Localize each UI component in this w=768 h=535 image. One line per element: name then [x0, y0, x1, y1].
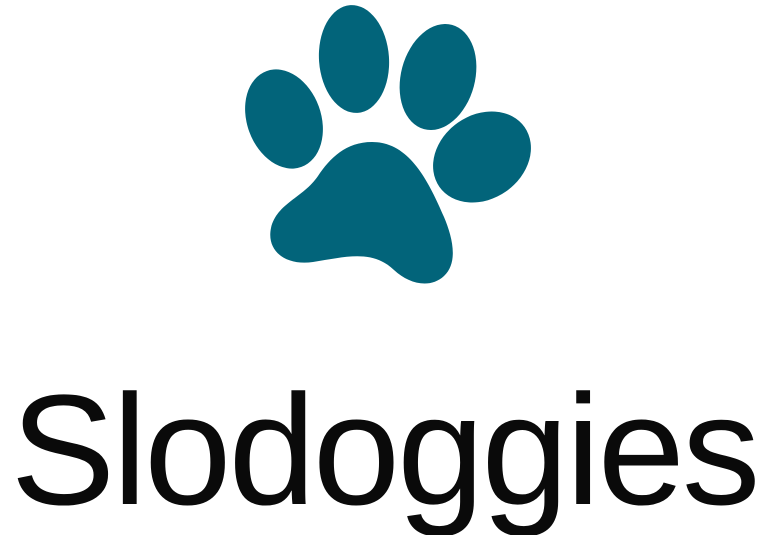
paw-print-icon [245, 5, 531, 284]
paw-toe-right [433, 111, 531, 203]
paw-toe-left [245, 69, 323, 169]
paw-toe-inner-left [318, 5, 390, 113]
paw-toe-inner-right [399, 23, 477, 131]
paw-main-pad [270, 142, 453, 284]
brand-name: Slodoggies [10, 363, 761, 535]
